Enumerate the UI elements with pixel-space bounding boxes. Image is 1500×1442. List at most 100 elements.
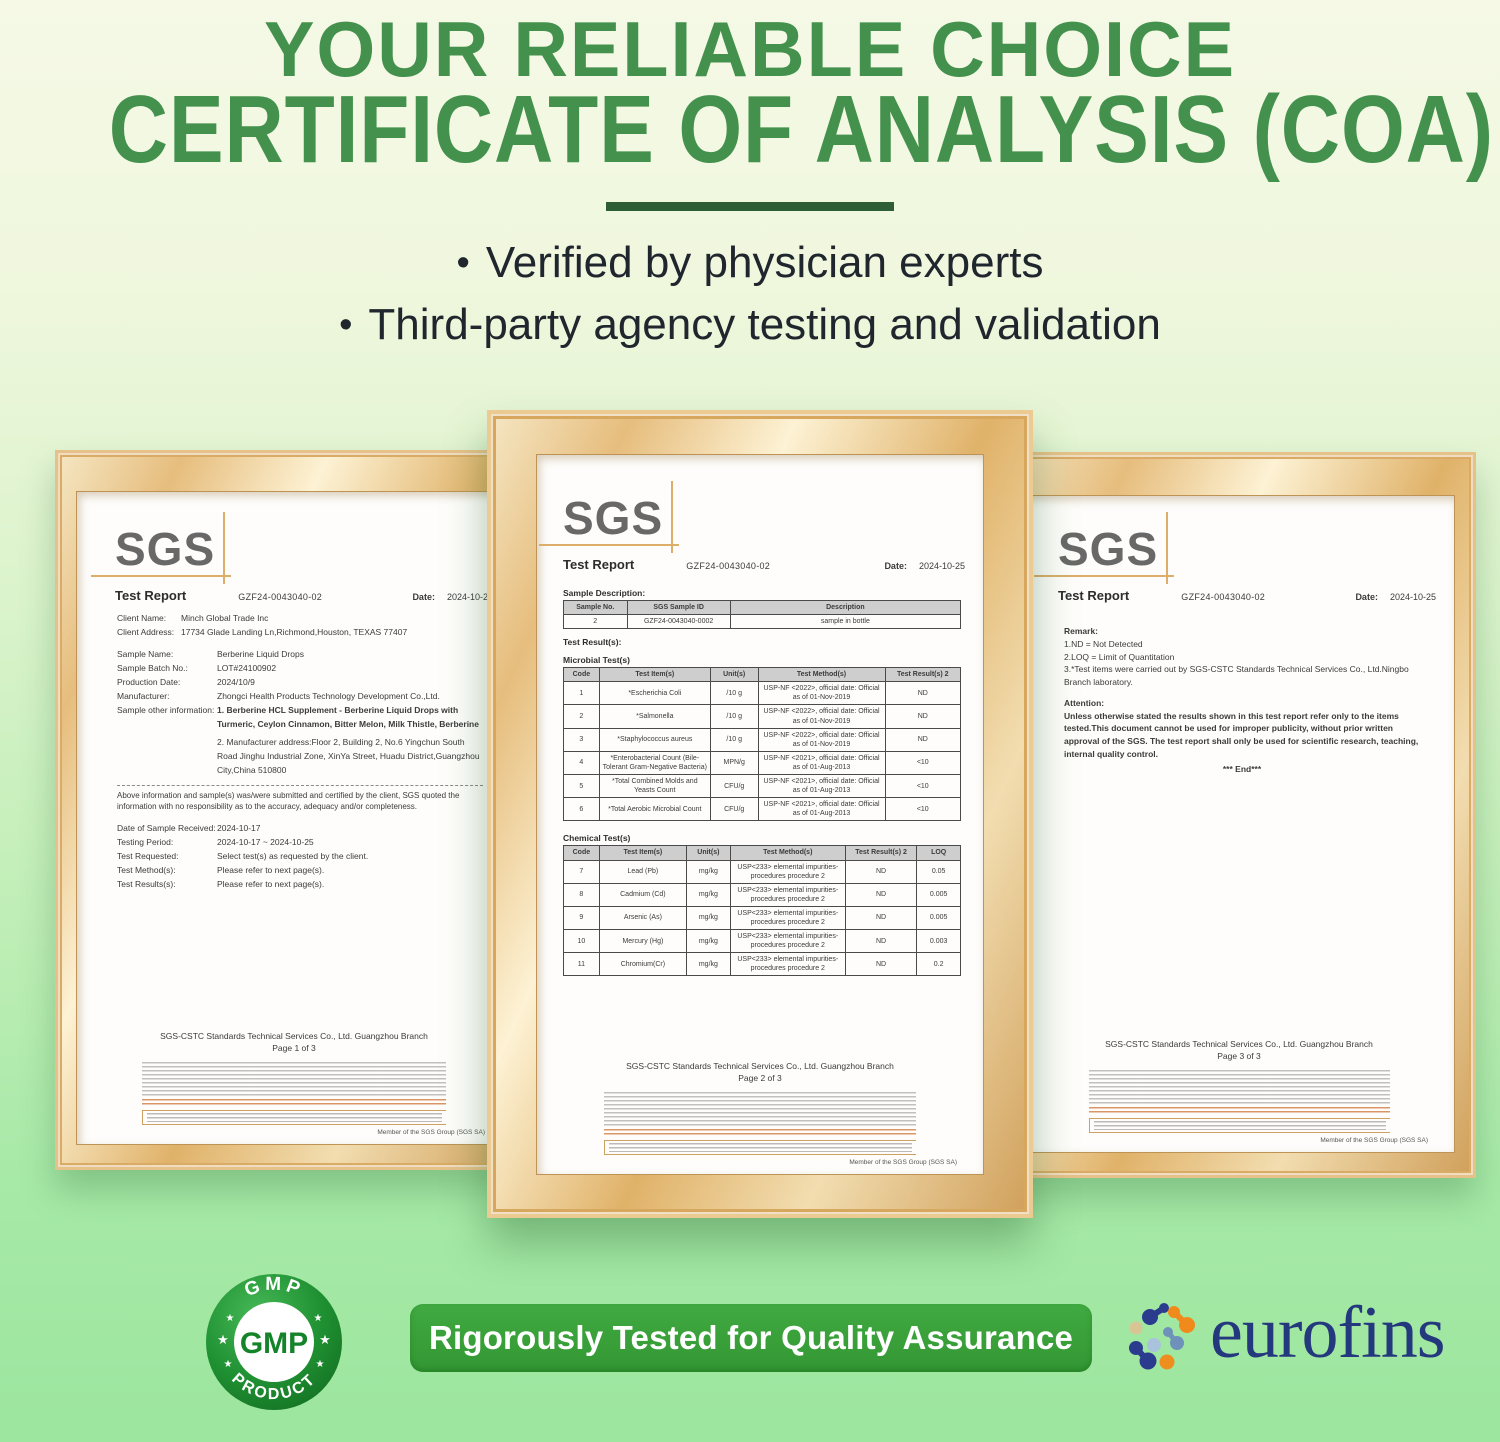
gmp-badge-icon: GMP PRODUCT GMP ★ ★ ★ ★ ★ ★ — [206, 1274, 342, 1410]
field-label: Client Address: — [117, 627, 175, 638]
cell-item: *Total Aerobic Microbial Count — [598, 797, 711, 822]
cell-code: 8 — [563, 882, 600, 907]
sgs-crop-mark-horizontal — [539, 544, 680, 546]
report-number: GZF24-0043040-02 — [686, 561, 771, 571]
date-label: Date: — [1355, 592, 1378, 602]
report-number: GZF24-0043040-02 — [238, 592, 323, 602]
cell-unit: /10 g — [709, 681, 759, 706]
member-note: Member of the SGS Group (SGS SA) — [377, 1129, 485, 1136]
table-header-row: Sample No. SGS Sample ID Description — [563, 599, 962, 616]
report-header-row: Test Report GZF24-0043040-02 Date: 2024-… — [1058, 588, 1436, 603]
col-header: Unit(s) — [686, 845, 731, 861]
cell-item: Mercury (Hg) — [598, 929, 688, 954]
cell-code: 4 — [563, 750, 600, 776]
cell-result: <10 — [884, 750, 962, 776]
test-results-label: Test Result(s): — [563, 637, 622, 648]
date-label: Date: — [884, 561, 907, 571]
cell-method: USP-NF <2021>, official date: Official a… — [757, 750, 886, 776]
cell-loq: 0.005 — [916, 905, 961, 931]
certificate-body: Sample Description: Sample No. SGS Sampl… — [563, 580, 962, 977]
fine-print-block — [603, 1092, 917, 1155]
remark-label: Remark: — [1064, 626, 1099, 636]
field-label: Production Date: — [117, 677, 181, 688]
remark-line: 2.LOQ = Limit of Quantitation — [1064, 651, 1175, 662]
field-row: Testing Period: 2024-10-17 ~ 2024-10-25 — [117, 835, 483, 849]
cell-loq: 0.005 — [916, 882, 961, 907]
cell-item: *Escherichia Coli — [598, 681, 711, 706]
fine-print-contact-box — [1088, 1118, 1390, 1133]
field-value: Select test(s) as requested by the clien… — [217, 850, 369, 861]
certificate-frame-middle: SGS Test Report GZF24-0043040-02 Date: 2… — [487, 410, 1033, 1218]
table-row: 3 *Staphylococcus aureus /10 g USP-NF <2… — [563, 727, 962, 752]
fine-print-attention-lines — [1088, 1107, 1390, 1115]
cell-unit: mg/kg — [686, 859, 731, 884]
page-subtitle: CERTIFICATE OF ANALYSIS (COA) — [108, 76, 1494, 183]
certificate-body: Remark: 1.ND = Not Detected 2.LOQ = Limi… — [1064, 625, 1420, 775]
cell-result: ND — [884, 727, 962, 752]
sample-description-label: Sample Description: — [563, 588, 646, 598]
table-row: 2 GZF24-0043040-0002 sample in bottle — [563, 614, 962, 630]
col-header: Description — [729, 599, 962, 616]
cell-item: Arsenic (As) — [598, 905, 688, 931]
client-disclaimer: Above information and sample(s) was/were… — [117, 791, 460, 811]
chemical-tests-label: Chemical Test(s) — [563, 833, 631, 844]
cell-item: *Salmonella — [598, 704, 711, 729]
cell-item: *Enterobacterial Count (Bile-Tolerant Gr… — [598, 750, 711, 776]
microbial-tests-table: Code Test Item(s) Unit(s) Test Method(s)… — [563, 667, 962, 822]
sample-description-table: Sample No. SGS Sample ID Description 2 G… — [563, 599, 962, 630]
report-header-row: Test Report GZF24-0043040-02 Date: 2024-… — [115, 588, 493, 603]
field-label: Testing Period: — [117, 836, 174, 847]
cell-method: USP-NF <2022>, official date: Official a… — [757, 681, 886, 706]
field-value: LOT#24100902 — [217, 663, 277, 674]
fine-print-contact-box — [142, 1110, 446, 1125]
gmp-stars-icon: ★ ★ ★ ★ ★ ★ — [217, 1313, 331, 1370]
report-title: Test Report — [115, 588, 187, 603]
col-header: Test Item(s) — [598, 845, 688, 861]
microbial-tests-label: Microbial Test(s) — [563, 655, 630, 666]
footer-company: SGS-CSTC Standards Technical Services Co… — [160, 1030, 428, 1041]
field-row: Sample Name: Berberine Liquid Drops — [117, 647, 483, 661]
field-value: 2024-10-17 — [217, 822, 261, 833]
cell-unit: MPN/g — [709, 750, 759, 776]
cell-code: 11 — [563, 952, 600, 977]
member-note: Member of the SGS Group (SGS SA) — [849, 1159, 957, 1166]
field-row: Date of Sample Received: 2024-10-17 — [117, 821, 483, 835]
cell-item: *Total Combined Molds and Yeasts Count — [598, 774, 711, 799]
cell-method: USP-NF <2022>, official date: Official a… — [757, 727, 886, 752]
bullet-dot-icon: • — [456, 242, 470, 284]
field-value: Minch Global Trade Inc — [181, 613, 269, 623]
field-row: Test Results(s): Please refer to next pag… — [117, 877, 483, 891]
cell-method: USP<233> elemental impurities-procedures… — [729, 929, 846, 954]
cell-unit: /10 g — [709, 704, 759, 729]
cell-code: 2 — [563, 704, 600, 729]
field-label: Test Results(s): — [117, 878, 176, 889]
cell-loq: 0.2 — [916, 952, 961, 977]
cell-code: 7 — [563, 859, 600, 884]
fine-print-attention-lines — [603, 1129, 917, 1137]
table-row: 8 Cadmium (Cd) mg/kg USP<233> elemental … — [563, 882, 961, 907]
table-row: 10 Mercury (Hg) mg/kg USP<233> elemental… — [563, 929, 961, 954]
col-header: Test Result(s) 2 — [844, 845, 918, 861]
col-header: LOQ — [916, 845, 961, 861]
footer-page: Page 3 of 3 — [1217, 1051, 1261, 1062]
col-header: SGS Sample ID — [626, 599, 731, 616]
report-title: Test Report — [1058, 588, 1130, 603]
footer-page: Page 1 of 3 — [272, 1043, 316, 1054]
sgs-logo: SGS — [1034, 512, 1175, 584]
cell-code: 6 — [563, 797, 600, 822]
cell-code: 5 — [563, 774, 600, 799]
table-row: 5 *Total Combined Molds and Yeasts Count… — [563, 774, 962, 799]
report-title: Test Report — [563, 557, 635, 572]
svg-text:★: ★ — [316, 1359, 325, 1370]
field-label: Date of Sample Received: — [117, 822, 216, 833]
remark-line: 1.ND = Not Detected — [1064, 638, 1143, 649]
cell-result: ND — [844, 952, 918, 977]
cell-method: USP<233> elemental impurities-procedures… — [729, 859, 846, 884]
date-label: Date: — [412, 592, 435, 602]
cell-result: ND — [844, 905, 918, 931]
cell-result: <10 — [884, 797, 962, 822]
attention-label: Attention: — [1064, 697, 1105, 708]
report-header-row: Test Report GZF24-0043040-02 Date: 2024-… — [563, 557, 965, 572]
feature-bullets: • Verified by physician experts • Third-pa… — [0, 238, 1500, 362]
cell-result: ND — [844, 882, 918, 907]
